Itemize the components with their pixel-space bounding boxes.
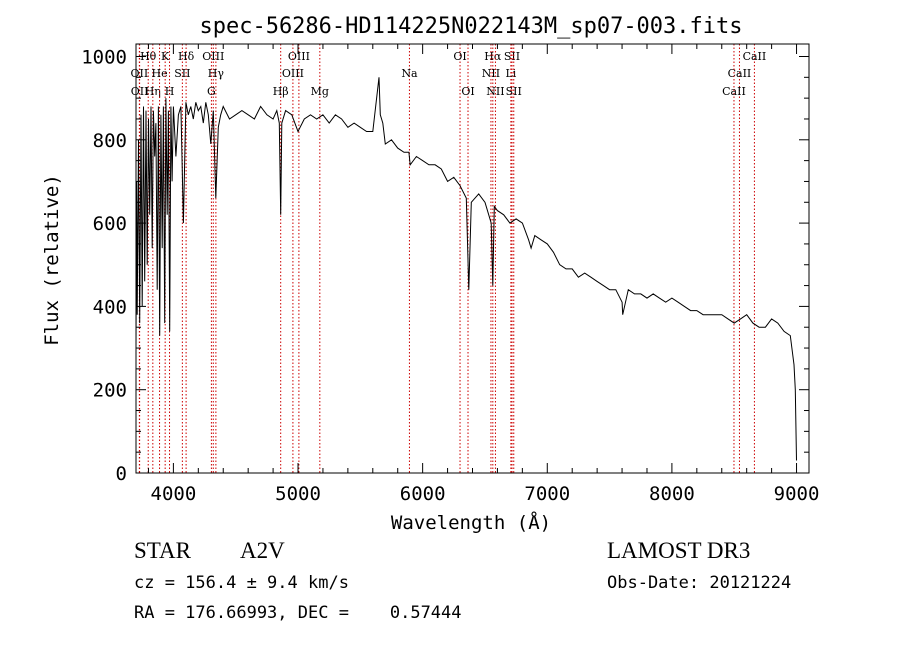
x-tick-label-0: 4000 (151, 483, 197, 505)
x-axis-label: Wavelength (Å) (391, 511, 551, 534)
line-marker-label-25: CaII (743, 50, 767, 63)
line-marker-label-19: Hα (484, 50, 502, 63)
line-marker-label-18: OI (461, 85, 474, 98)
x-tick-label-1: 5000 (275, 483, 321, 505)
line-marker-label-14: OIII (282, 67, 304, 80)
line-marker-label-13: OIII (288, 50, 310, 63)
line-marker-label-21: NII (486, 85, 504, 98)
line-marker-label-8: Hδ (178, 50, 195, 63)
line-marker-label-0: Hθ (140, 50, 157, 63)
plot-frame (135, 43, 810, 474)
line-marker-label-7: SII (174, 67, 190, 80)
line-marker-label-27: CaII (722, 85, 746, 98)
line-marker-label-17: OI (453, 50, 466, 63)
y-tick-label-5: 1000 (81, 46, 127, 68)
line-marker-label-11: G (207, 85, 216, 98)
axis-ticks: 4000 5000 6000 7000 8000 9000 0 200 400 600 800 100… (81, 44, 819, 505)
line-marker-label-12: Hβ (273, 85, 289, 98)
coordinates: RA = 176.66993, DEC = 0.57444 (134, 603, 462, 623)
line-marker-label-6: H (165, 85, 175, 98)
x-tick-label-2: 6000 (400, 483, 446, 505)
chart-title: spec-56286-HD114225N022143M_sp07-003.fit… (199, 14, 742, 39)
object-class: STAR (134, 538, 191, 563)
line-marker-label-2: OII (131, 85, 149, 98)
y-axis-label: Flux (relative) (41, 174, 63, 346)
line-marker-label-26: CaII (728, 67, 752, 80)
object-subclass: A2V (240, 538, 285, 563)
y-tick-label-4: 800 (93, 130, 127, 152)
line-marker-label-4: He (152, 67, 168, 80)
line-marker-label-5: K (161, 50, 170, 63)
x-tick-label-5: 9000 (774, 483, 820, 505)
y-tick-label-2: 400 (93, 296, 127, 318)
spectrum-line (135, 77, 797, 461)
line-marker-label-23: Li (505, 67, 516, 80)
y-tick-label-0: 0 (116, 463, 127, 485)
observation-date: Obs-Date: 20121224 (607, 573, 792, 593)
line-marker-label-16: Na (401, 67, 418, 80)
line-marker-label-15: Mg (311, 85, 329, 98)
line-marker-label-22: SII (504, 50, 520, 63)
x-tick-label-4: 8000 (649, 483, 695, 505)
survey-label: LAMOST DR3 (607, 538, 751, 563)
line-marker-label-9: OIII (202, 50, 224, 63)
y-tick-label-1: 200 (93, 380, 127, 402)
line-marker-label-24: SII (506, 85, 522, 98)
line-marker-label-3: Hη (145, 85, 161, 98)
x-tick-label-3: 7000 (524, 483, 570, 505)
redshift-velocity: cz = 156.4 ± 9.4 km/s (134, 573, 349, 593)
line-marker-label-10: Hγ (208, 67, 225, 80)
line-marker-label-20: NII (482, 67, 500, 80)
y-tick-label-3: 600 (93, 213, 127, 235)
